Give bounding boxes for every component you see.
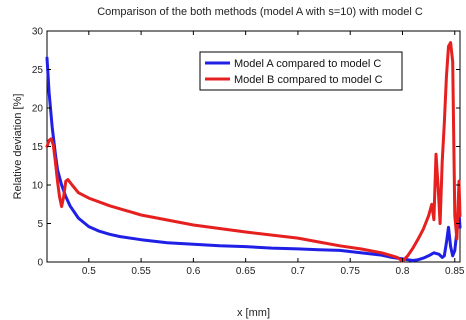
y-tick-label: 5 — [37, 219, 43, 230]
y-tick-label: 15 — [32, 142, 44, 153]
legend: Model A compared to model C Model B compa… — [199, 51, 403, 91]
x-tick-label: 0.85 — [445, 266, 465, 277]
y-tick-label: 25 — [32, 65, 44, 76]
x-tick-label: 0.55 — [131, 266, 151, 277]
y-axis-label: Relative deviation [%] — [12, 94, 24, 200]
y-tick-label: 0 — [37, 258, 43, 269]
chart-title: Comparison of the both methods (model A … — [97, 6, 423, 18]
legend-box — [199, 51, 403, 91]
series-line-1 — [45, 56, 462, 262]
x-tick-label: 0.7 — [291, 266, 305, 277]
y-tick-label: 10 — [32, 181, 44, 192]
legend-label-1: Model A compared to model C — [234, 58, 381, 70]
legend-label-2: Model B compared to model C — [234, 74, 383, 86]
x-tick-label: 0.8 — [396, 266, 410, 277]
y-tick-label: 30 — [32, 27, 44, 38]
x-tick-label: 0.65 — [236, 266, 256, 277]
ticks-layer: 0.5 0.55 0.6 0.65 0.7 0.75 0.8 0.85 0 5 10 15 20 25 30 — [32, 27, 465, 278]
y-tick-label: 20 — [32, 104, 44, 115]
x-tick-label: 0.75 — [340, 266, 360, 277]
x-tick-label: 0.5 — [82, 266, 96, 277]
series-line-2 — [45, 41, 462, 263]
x-axis-label: x [mm] — [237, 307, 270, 319]
x-tick-label: 0.6 — [186, 266, 200, 277]
series-layer — [45, 41, 462, 263]
